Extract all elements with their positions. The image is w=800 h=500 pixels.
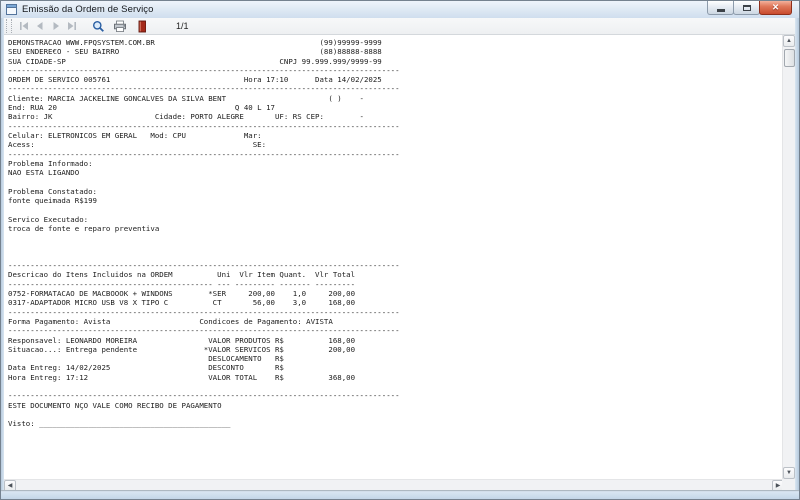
first-page-button[interactable] xyxy=(16,19,32,34)
window-frame-bottom xyxy=(1,490,799,499)
vertical-scroll-thumb[interactable] xyxy=(784,49,795,67)
app-icon xyxy=(6,4,17,15)
maximize-icon xyxy=(742,4,751,11)
preview-toolbar: 1/1 xyxy=(4,18,795,35)
minimize-icon xyxy=(716,8,725,12)
preview-area: DEMONSTRACAO WWW.FPQSYSTEM.COM.BR (99)99… xyxy=(4,35,784,479)
printer-icon xyxy=(114,20,126,32)
page-indicator: 1/1 xyxy=(176,21,189,31)
exit-book-icon xyxy=(138,20,146,32)
scroll-up-icon: ▲ xyxy=(786,38,792,44)
scroll-right-icon: ▶ xyxy=(775,483,781,489)
maximize-button[interactable] xyxy=(733,1,760,15)
minimize-button[interactable] xyxy=(707,1,734,15)
scrollbar-corner xyxy=(782,479,795,492)
toolbar-gripper[interactable] xyxy=(6,19,12,33)
horizontal-scrollbar[interactable]: ◀ ▶ xyxy=(4,479,784,492)
close-icon: ✕ xyxy=(771,2,780,13)
close-button[interactable]: ✕ xyxy=(759,1,792,15)
vertical-scrollbar[interactable]: ▲ ▼ xyxy=(782,35,795,479)
zoom-button[interactable] xyxy=(87,19,109,34)
last-page-button[interactable] xyxy=(64,19,80,34)
last-page-icon xyxy=(68,22,76,30)
scroll-down-button[interactable]: ▼ xyxy=(783,467,795,479)
window-title: Emissão da Ordem de Serviço xyxy=(22,4,154,15)
window-titlebar: Emissão da Ordem de Serviço ✕ xyxy=(1,1,799,19)
first-page-icon xyxy=(20,22,28,30)
exit-button[interactable] xyxy=(131,19,153,34)
previous-page-icon xyxy=(37,22,43,30)
scroll-up-button[interactable]: ▲ xyxy=(783,35,795,47)
scroll-left-icon: ◀ xyxy=(7,483,13,489)
scroll-down-icon: ▼ xyxy=(786,470,792,476)
next-page-icon xyxy=(53,22,59,30)
service-order-report: DEMONSTRACAO WWW.FPQSYSTEM.COM.BR (99)99… xyxy=(8,38,400,429)
window-frame-right xyxy=(795,18,799,499)
next-page-button[interactable] xyxy=(48,19,64,34)
window-frame-left xyxy=(1,18,4,499)
caption-buttons: ✕ xyxy=(707,1,792,15)
print-button[interactable] xyxy=(109,19,131,34)
magnifier-icon xyxy=(92,20,104,32)
previous-page-button[interactable] xyxy=(32,19,48,34)
